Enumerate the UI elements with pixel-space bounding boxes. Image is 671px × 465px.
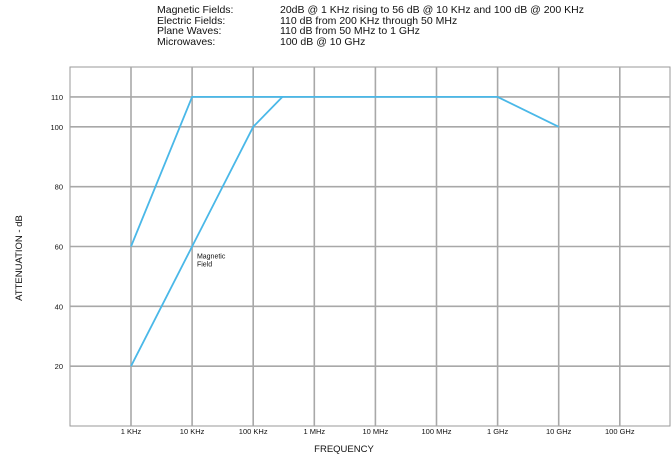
legend-row-plane-waves: Plane Waves: 110 dB from 50 MHz to 1 GHz bbox=[157, 26, 584, 37]
legend-value: 100 dB @ 10 GHz bbox=[280, 35, 366, 48]
y-tick-label: 80 bbox=[55, 183, 63, 192]
x-tick-label: 1 GHz bbox=[487, 427, 509, 436]
legend: Magnetic Fields: 20dB @ 1 KHz rising to … bbox=[157, 5, 584, 47]
y-tick-label: 60 bbox=[55, 243, 63, 252]
legend-value: 110 dB from 50 MHz to 1 GHz bbox=[280, 25, 420, 37]
legend-key: Magnetic Fields: bbox=[157, 4, 234, 16]
x-tick-label: 1 MHz bbox=[303, 427, 325, 436]
annotation-label: Field bbox=[197, 261, 212, 268]
legend-row-magnetic: Magnetic Fields: 20dB @ 1 KHz rising to … bbox=[157, 5, 584, 16]
y-axis-title: ATTENUATION - dB bbox=[14, 215, 25, 301]
x-tick-label: 10 MHz bbox=[362, 427, 388, 436]
legend-key: Microwaves: bbox=[157, 35, 216, 48]
x-tick-label: 100 KHz bbox=[239, 427, 268, 436]
x-tick-label: 100 GHz bbox=[605, 427, 635, 436]
annotation-label: Magnetic bbox=[197, 253, 226, 260]
legend-key: Plane Waves: bbox=[157, 25, 222, 37]
legend-row-microwaves: Microwaves: 100 dB @ 10 GHz bbox=[157, 35, 584, 48]
y-tick-label: 40 bbox=[55, 302, 63, 311]
y-tick-label: 100 bbox=[50, 123, 63, 132]
y-tick-label: 110 bbox=[51, 93, 63, 102]
legend-value: 110 dB from 200 KHz through 50 MHz bbox=[280, 14, 458, 27]
y-tick-label: 20 bbox=[55, 362, 63, 371]
x-tick-label: 1 KHz bbox=[121, 427, 142, 436]
x-tick-label: 100 MHz bbox=[421, 427, 451, 436]
x-axis-title: FREQUENCY bbox=[314, 444, 374, 455]
series-line bbox=[130, 96, 560, 247]
legend-row-electric: Electric Fields: 110 dB from 200 KHz thr… bbox=[157, 14, 584, 27]
x-tick-label: 10 GHz bbox=[546, 427, 572, 436]
legend-value: 20dB @ 1 KHz rising to 56 dB @ 10 KHz an… bbox=[280, 4, 584, 16]
legend-key: Electric Fields: bbox=[157, 14, 226, 27]
series-line bbox=[130, 96, 284, 367]
x-tick-label: 10 KHz bbox=[180, 427, 205, 436]
